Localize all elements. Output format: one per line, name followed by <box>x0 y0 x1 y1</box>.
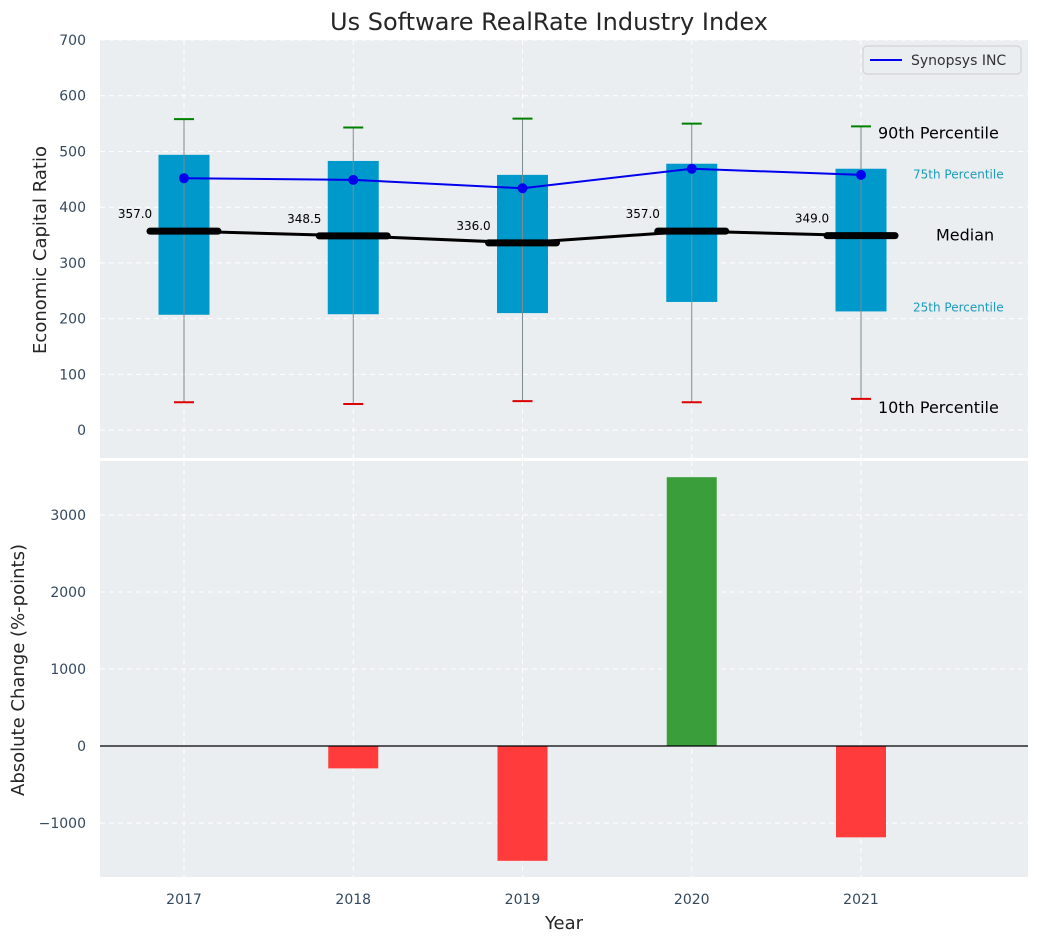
synopsys-point-2017 <box>179 173 189 184</box>
x-tick-label: 2021 <box>843 892 879 908</box>
top-y-tick-label: 0 <box>77 423 86 439</box>
change-bar-panel: −1000 0 1000 2000 3000 2017 2018 2019 2020 2021 <box>39 461 1028 908</box>
top-y-tick-label: 300 <box>59 256 86 272</box>
change-bar-2021 <box>836 746 886 838</box>
change-bar-2020 <box>666 477 717 747</box>
x-tick-label: 2018 <box>335 892 371 908</box>
top-y-axis-label: Economic Capital Ratio <box>30 146 51 354</box>
bottom-y-tick-label: 3000 <box>50 508 86 524</box>
annotation-median: Median <box>936 226 994 245</box>
top-y-tick-label: 500 <box>59 144 86 160</box>
box-plot-panel: 0 100 200 300 400 500 600 700 357.0 348.5 336.0 357… <box>59 33 1028 458</box>
annotation-25th: 25th Percentile <box>913 300 1004 314</box>
change-bar-2019 <box>497 746 548 861</box>
x-axis-label: Year <box>544 913 584 934</box>
change-bar-2018 <box>328 746 379 769</box>
median-value-label: 357.0 <box>626 207 660 221</box>
synopsys-point-2019 <box>517 183 528 194</box>
synopsys-point-2018 <box>348 174 359 185</box>
top-y-tick-label: 100 <box>59 367 86 383</box>
bottom-y-tick-label: 1000 <box>50 662 86 678</box>
x-tick-label: 2019 <box>505 892 541 908</box>
median-value-label: 349.0 <box>795 212 829 226</box>
x-tick-label: 2017 <box>166 892 202 908</box>
median-value-label: 348.5 <box>287 212 321 226</box>
top-y-tick-label: 700 <box>59 33 86 49</box>
bottom-y-tick-label: 0 <box>77 739 86 755</box>
synopsys-point-2021 <box>856 169 866 180</box>
top-plot-area <box>100 40 1028 458</box>
top-y-tick-label: 600 <box>59 89 86 105</box>
chart-title: Us Software RealRate Industry Index <box>330 8 768 36</box>
bottom-y-axis-label: Absolute Change (%-points) <box>8 544 29 796</box>
legend: Synopsys INC <box>862 45 1022 75</box>
legend-label-synopsys: Synopsys INC <box>911 53 1006 69</box>
annotation-10th: 10th Percentile <box>878 398 999 417</box>
annotation-90th: 90th Percentile <box>878 123 999 142</box>
synopsys-point-2020 <box>686 163 697 174</box>
median-value-label: 336.0 <box>456 219 490 233</box>
x-tick-label: 2020 <box>674 892 710 908</box>
bottom-y-tick-label: −1000 <box>39 816 86 832</box>
top-y-tick-label: 200 <box>59 312 86 328</box>
bottom-y-tick-label: 2000 <box>50 585 86 601</box>
median-value-label: 357.0 <box>118 207 152 221</box>
top-y-tick-label: 400 <box>59 200 86 216</box>
annotation-75th: 75th Percentile <box>913 168 1004 182</box>
